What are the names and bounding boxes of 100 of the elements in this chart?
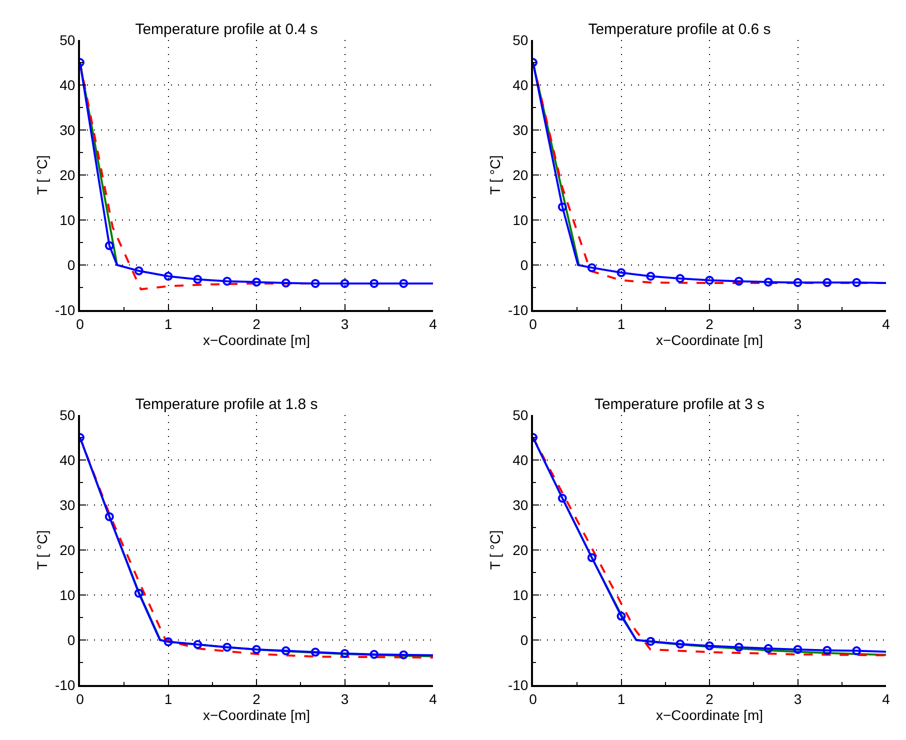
- x-tick-label: 3: [794, 316, 802, 332]
- point: [822, 278, 832, 288]
- y-tick-label: 40: [60, 452, 76, 468]
- y-axis-title: T [ °C]: [487, 155, 504, 195]
- y-tick-label: 50: [60, 406, 76, 423]
- point: [399, 650, 408, 660]
- y-tick-label: -10: [54, 676, 76, 693]
- x-tick-label: 2: [252, 316, 261, 332]
- point: [193, 274, 202, 284]
- chart-title: Temperature profile at 1.8 s: [135, 396, 318, 413]
- y-tick-label: 0: [520, 632, 528, 648]
- point: [399, 278, 408, 288]
- point: [310, 278, 320, 288]
- y-tick-label: 50: [60, 32, 76, 48]
- point: [104, 512, 114, 522]
- y-tick-label: 20: [60, 166, 76, 183]
- point: [587, 263, 596, 272]
- y-tick-label: 30: [512, 496, 528, 513]
- x-tick-label: 1: [164, 690, 172, 707]
- point: [164, 272, 173, 281]
- point: [164, 637, 173, 646]
- y-tick-label: 30: [512, 122, 528, 138]
- x-tick-label: 2: [706, 690, 714, 707]
- point: [646, 272, 656, 281]
- point: [222, 642, 232, 652]
- point: [705, 276, 714, 285]
- y-tick-label: 20: [60, 542, 76, 558]
- y-tick-label: 50: [512, 32, 528, 48]
- x-tick-label: 3: [340, 316, 349, 332]
- point: [134, 588, 144, 598]
- y-tick-label: 50: [512, 406, 528, 423]
- point: [134, 266, 144, 276]
- chart-title: Temperature profile at 0.4 s: [135, 21, 318, 38]
- y-axis-title: T [ °C]: [34, 530, 50, 570]
- y-tick-label: 0: [520, 256, 528, 273]
- y-axis-title: T [ °C]: [34, 155, 50, 195]
- point: [793, 644, 802, 654]
- y-tick-label: 20: [512, 542, 528, 558]
- x-tick-label: 1: [617, 316, 626, 332]
- y-tick-label: 30: [60, 122, 76, 138]
- chart-title: Temperature profile at 0.6 s: [588, 21, 771, 38]
- point: [734, 276, 744, 286]
- point: [793, 278, 802, 288]
- x-axis-title: x−Coordinate [m]: [656, 332, 763, 348]
- point: [587, 553, 596, 562]
- point: [252, 278, 261, 287]
- y-tick-label: -10: [54, 302, 76, 318]
- y-tick-label: 10: [60, 212, 76, 228]
- point: [370, 650, 379, 659]
- point: [616, 268, 626, 278]
- point: [310, 648, 320, 657]
- y-axis-title: T [ °C]: [487, 530, 504, 570]
- point: [340, 649, 350, 658]
- x-tick-label: 3: [340, 690, 349, 707]
- x-tick-label: 4: [429, 316, 438, 332]
- point: [104, 241, 114, 250]
- x-tick-label: 4: [429, 690, 438, 707]
- point: [852, 278, 862, 288]
- y-tick-label: 10: [512, 586, 528, 603]
- point: [193, 640, 202, 649]
- x-tick-label: 1: [617, 690, 626, 707]
- x-tick-label: 3: [794, 690, 802, 707]
- y-tick-label: 0: [67, 256, 76, 273]
- x-axis-title: x−Coordinate [m]: [203, 706, 310, 723]
- chart-title: Temperature profile at 3 s: [594, 396, 765, 413]
- point: [764, 644, 773, 654]
- y-tick-label: 10: [512, 212, 528, 228]
- point: [764, 278, 773, 287]
- y-tick-label: 0: [67, 632, 76, 648]
- y-tick-label: -10: [508, 676, 528, 693]
- x-tick-label: 4: [882, 690, 890, 707]
- y-tick-label: 40: [512, 76, 528, 93]
- y-tick-label: 10: [60, 586, 76, 603]
- y-tick-label: 20: [512, 166, 528, 183]
- y-tick-label: 40: [512, 452, 528, 468]
- point: [734, 642, 744, 652]
- x-axis-title: x−Coordinate [m]: [203, 332, 310, 348]
- point: [340, 278, 350, 288]
- x-tick-label: 1: [164, 316, 172, 332]
- point: [705, 641, 714, 650]
- point: [646, 636, 656, 646]
- point: [616, 612, 626, 621]
- point: [558, 494, 567, 503]
- x-tick-label: 2: [252, 690, 261, 707]
- point: [676, 640, 685, 649]
- point: [281, 278, 290, 288]
- point: [822, 646, 832, 655]
- y-tick-label: 30: [60, 496, 76, 513]
- x-axis-title: x−Coordinate [m]: [656, 706, 763, 723]
- y-tick-label: 40: [60, 76, 76, 93]
- point: [222, 276, 232, 286]
- y-tick-label: -10: [508, 302, 528, 318]
- point: [370, 278, 379, 288]
- x-tick-label: 4: [882, 316, 890, 332]
- point: [281, 646, 290, 656]
- point: [852, 646, 862, 656]
- point: [676, 274, 685, 283]
- point: [558, 202, 567, 212]
- x-tick-label: 2: [706, 316, 714, 332]
- point: [252, 644, 261, 654]
